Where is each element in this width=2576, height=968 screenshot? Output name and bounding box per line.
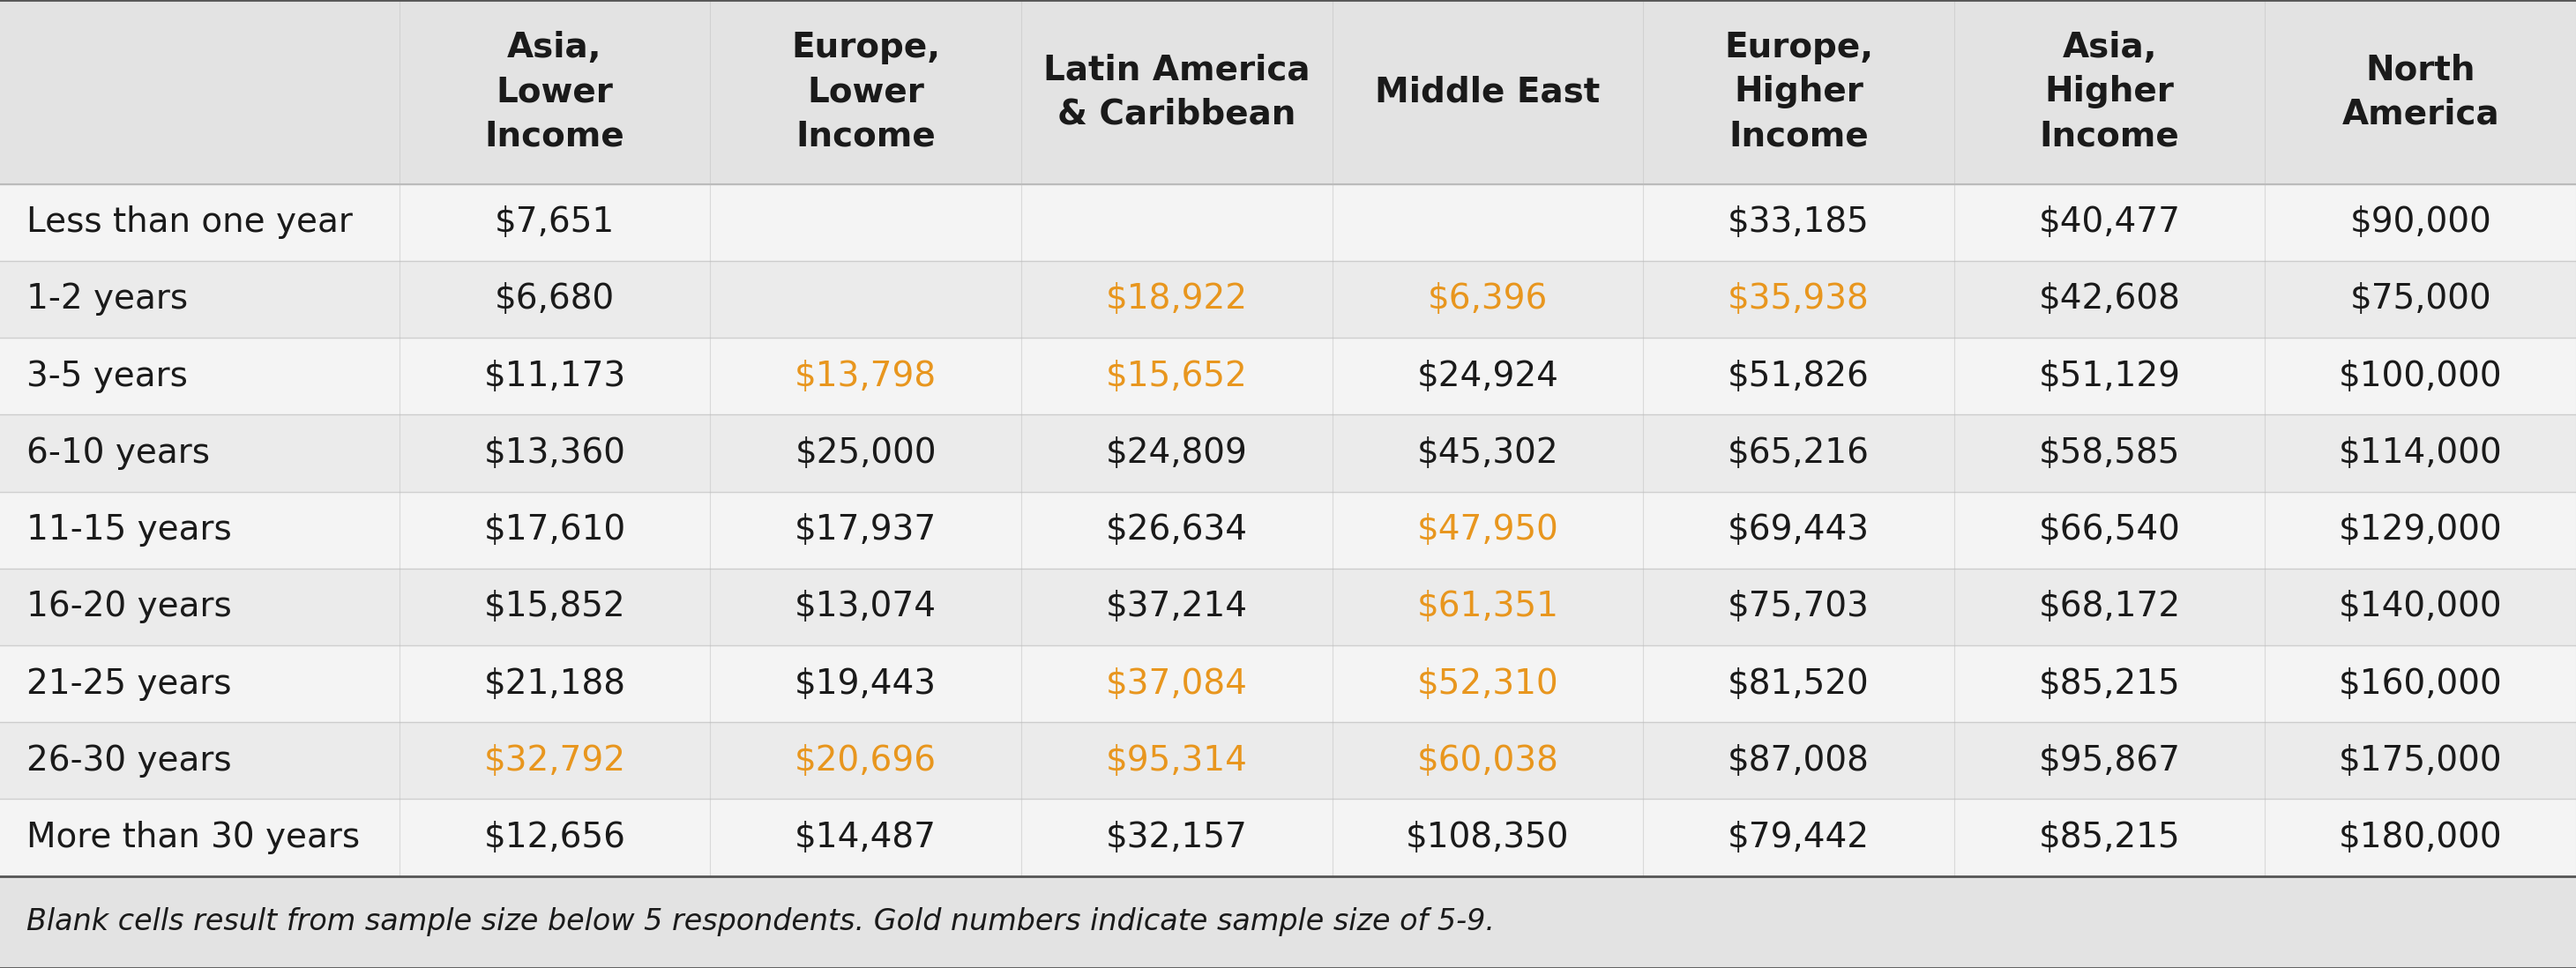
- Text: $81,520: $81,520: [1728, 667, 1870, 701]
- Text: $61,351: $61,351: [1417, 590, 1558, 623]
- Bar: [0, 260, 2576, 338]
- Bar: [0, 184, 2576, 260]
- Text: $37,084: $37,084: [1105, 667, 1247, 701]
- Text: $180,000: $180,000: [2339, 821, 2501, 855]
- Text: $13,074: $13,074: [796, 590, 938, 623]
- Text: North
America: North America: [2342, 53, 2499, 131]
- Text: $58,585: $58,585: [2038, 437, 2179, 469]
- Text: $85,215: $85,215: [2038, 667, 2179, 701]
- Text: 16-20 years: 16-20 years: [26, 590, 232, 623]
- Bar: [0, 646, 2576, 722]
- Text: 6-10 years: 6-10 years: [26, 437, 209, 469]
- Text: $42,608: $42,608: [2038, 283, 2179, 316]
- Text: $33,185: $33,185: [1728, 205, 1870, 239]
- Text: $85,215: $85,215: [2038, 821, 2179, 855]
- Text: $52,310: $52,310: [1417, 667, 1558, 701]
- Text: $69,443: $69,443: [1728, 513, 1870, 547]
- Text: $32,792: $32,792: [484, 744, 626, 777]
- Text: Blank cells result from sample size below 5 respondents. Gold numbers indicate s: Blank cells result from sample size belo…: [26, 907, 1494, 937]
- Text: $6,680: $6,680: [495, 283, 616, 316]
- Text: $45,302: $45,302: [1417, 437, 1558, 469]
- Text: $20,696: $20,696: [793, 744, 938, 777]
- Text: $12,656: $12,656: [484, 821, 626, 855]
- Text: $175,000: $175,000: [2339, 744, 2501, 777]
- Bar: [0, 492, 2576, 568]
- Text: 3-5 years: 3-5 years: [26, 359, 188, 393]
- Text: Asia,
Higher
Income: Asia, Higher Income: [2040, 31, 2179, 153]
- Text: $87,008: $87,008: [1728, 744, 1870, 777]
- Text: $75,000: $75,000: [2349, 283, 2491, 316]
- Text: $65,216: $65,216: [1728, 437, 1870, 469]
- Text: $17,937: $17,937: [793, 513, 938, 547]
- Text: $35,938: $35,938: [1728, 283, 1870, 316]
- Text: Europe,
Higher
Income: Europe, Higher Income: [1723, 31, 1873, 153]
- Text: $21,188: $21,188: [484, 667, 626, 701]
- Text: 21-25 years: 21-25 years: [26, 667, 232, 701]
- Text: 1-2 years: 1-2 years: [26, 283, 188, 316]
- Text: $51,826: $51,826: [1728, 359, 1870, 393]
- Bar: [0, 722, 2576, 800]
- Text: $60,038: $60,038: [1417, 744, 1558, 777]
- Text: $95,867: $95,867: [2038, 744, 2179, 777]
- Text: Latin America
& Caribbean: Latin America & Caribbean: [1043, 53, 1311, 131]
- Text: $90,000: $90,000: [2349, 205, 2491, 239]
- Text: $47,950: $47,950: [1417, 513, 1558, 547]
- Bar: [0, 568, 2576, 646]
- Text: $37,214: $37,214: [1105, 590, 1247, 623]
- Text: More than 30 years: More than 30 years: [26, 821, 361, 855]
- Bar: [0, 414, 2576, 492]
- Text: $100,000: $100,000: [2339, 359, 2501, 393]
- Text: $13,798: $13,798: [793, 359, 938, 393]
- Text: 11-15 years: 11-15 years: [26, 513, 232, 547]
- Text: $66,540: $66,540: [2038, 513, 2179, 547]
- Text: Europe,
Lower
Income: Europe, Lower Income: [791, 31, 940, 153]
- Text: $11,173: $11,173: [484, 359, 626, 393]
- Text: Middle East: Middle East: [1376, 76, 1600, 108]
- Text: $24,809: $24,809: [1105, 437, 1247, 469]
- Text: $32,157: $32,157: [1105, 821, 1247, 855]
- Text: 26-30 years: 26-30 years: [26, 744, 232, 777]
- Text: $160,000: $160,000: [2339, 667, 2501, 701]
- Text: $129,000: $129,000: [2339, 513, 2501, 547]
- Text: $7,651: $7,651: [495, 205, 616, 239]
- Text: $108,350: $108,350: [1406, 821, 1569, 855]
- Bar: [0, 338, 2576, 414]
- Bar: [0, 800, 2576, 876]
- Text: $17,610: $17,610: [484, 513, 626, 547]
- Text: $140,000: $140,000: [2339, 590, 2501, 623]
- Text: $24,924: $24,924: [1417, 359, 1558, 393]
- Text: $79,442: $79,442: [1728, 821, 1870, 855]
- Text: $26,634: $26,634: [1105, 513, 1247, 547]
- Text: $114,000: $114,000: [2339, 437, 2501, 469]
- Text: $18,922: $18,922: [1105, 283, 1247, 316]
- Text: $14,487: $14,487: [796, 821, 938, 855]
- Text: $15,652: $15,652: [1105, 359, 1247, 393]
- Text: $51,129: $51,129: [2038, 359, 2179, 393]
- Text: $95,314: $95,314: [1105, 744, 1247, 777]
- Bar: [0, 876, 2576, 968]
- Text: $25,000: $25,000: [796, 437, 938, 469]
- Text: $75,703: $75,703: [1728, 590, 1870, 623]
- Text: $15,852: $15,852: [484, 590, 626, 623]
- Text: $40,477: $40,477: [2038, 205, 2179, 239]
- Text: $13,360: $13,360: [484, 437, 626, 469]
- Text: $6,396: $6,396: [1427, 283, 1548, 316]
- Bar: [0, 0, 2576, 184]
- Text: $19,443: $19,443: [796, 667, 938, 701]
- Text: Less than one year: Less than one year: [26, 205, 353, 239]
- Text: Asia,
Lower
Income: Asia, Lower Income: [484, 31, 626, 153]
- Text: $68,172: $68,172: [2038, 590, 2182, 623]
